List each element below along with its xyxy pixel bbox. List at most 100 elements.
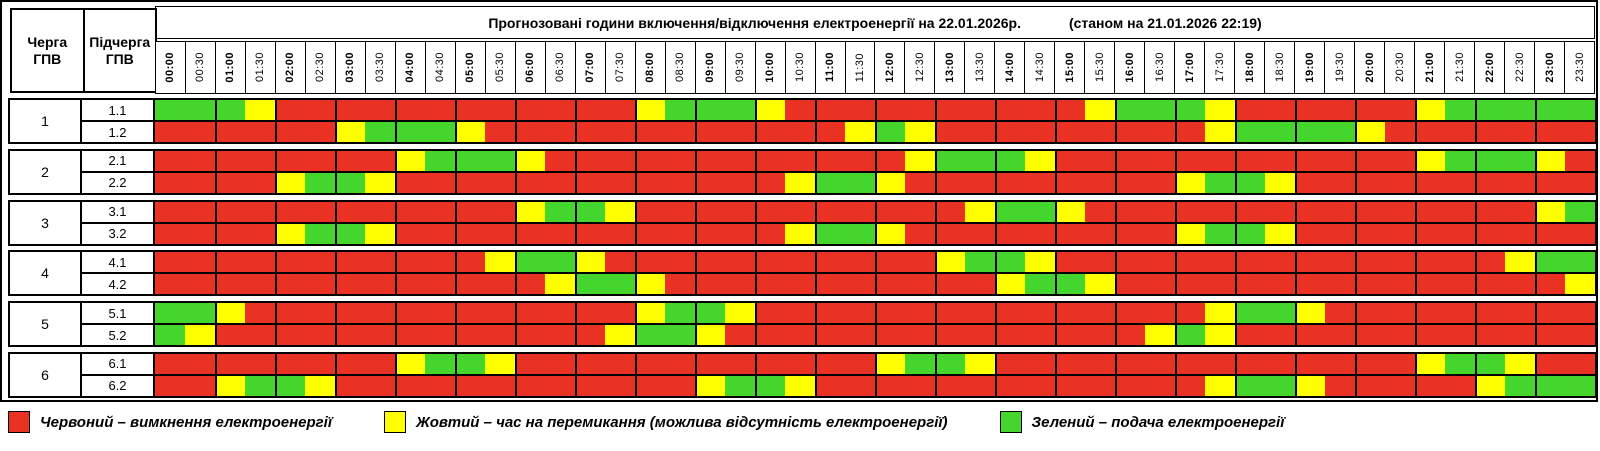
schedule-cell bbox=[965, 303, 995, 324]
time-header-row: 00:00 00:30 01:00 01:30 02:00 02:30 03:00 03:30… bbox=[155, 41, 1595, 94]
schedule-cell bbox=[1085, 172, 1115, 193]
schedule-cell bbox=[1355, 325, 1385, 346]
time-label: 00:00 bbox=[164, 52, 177, 83]
schedule-cell bbox=[245, 201, 275, 222]
schedule-cell bbox=[1145, 100, 1175, 120]
time-column-header: 08:00 bbox=[635, 41, 666, 94]
time-column-header: 09:00 bbox=[695, 41, 726, 94]
schedule-cell bbox=[1355, 122, 1385, 142]
schedule-cell bbox=[245, 122, 275, 142]
schedule-cell bbox=[1025, 325, 1055, 346]
schedule-cell bbox=[305, 303, 335, 324]
schedule-cell bbox=[815, 252, 845, 273]
schedule-cell bbox=[785, 325, 815, 346]
schedule-cell bbox=[1445, 303, 1475, 324]
schedule-cell bbox=[935, 223, 965, 244]
schedule-cell bbox=[335, 150, 365, 171]
schedule-cell bbox=[245, 172, 275, 193]
schedule-cell bbox=[1505, 353, 1535, 374]
schedule-cell bbox=[725, 375, 755, 396]
time-column-header: 06:30 bbox=[545, 41, 576, 94]
schedule-cell bbox=[995, 274, 1025, 295]
time-label: 04:30 bbox=[434, 52, 447, 83]
schedule-cell bbox=[845, 375, 875, 396]
schedule-cell bbox=[215, 172, 245, 193]
schedule-cell bbox=[1265, 122, 1295, 142]
schedule-cell bbox=[305, 150, 335, 171]
time-label: 14:30 bbox=[1033, 52, 1046, 83]
schedule-cell bbox=[365, 201, 395, 222]
schedule-cell bbox=[215, 223, 245, 244]
schedule-cell bbox=[1145, 325, 1175, 346]
schedule-cell bbox=[1025, 150, 1055, 171]
schedule-cell bbox=[1205, 201, 1235, 222]
time-column-header: 18:30 bbox=[1265, 41, 1296, 94]
schedule-cell bbox=[725, 252, 755, 273]
schedule-cell bbox=[1475, 172, 1505, 193]
schedule-cell bbox=[155, 325, 185, 346]
queue-group: 1 1.1 1.2 bbox=[8, 98, 1597, 144]
schedule-cells bbox=[155, 122, 1595, 142]
schedule-cell bbox=[995, 375, 1025, 396]
schedule-cell bbox=[455, 122, 485, 142]
queue-number: 5 bbox=[10, 303, 82, 346]
schedule-cell bbox=[965, 252, 995, 273]
schedule-cell bbox=[1055, 353, 1085, 374]
schedule-cell bbox=[755, 274, 785, 295]
schedule-cell bbox=[1085, 100, 1115, 120]
schedule-cell bbox=[635, 274, 665, 295]
time-label: 11:00 bbox=[824, 52, 837, 83]
schedule-cell bbox=[155, 100, 185, 120]
time-label: 00:30 bbox=[194, 52, 207, 83]
schedule-cell bbox=[545, 201, 575, 222]
schedule-cell bbox=[1385, 375, 1415, 396]
time-label: 02:00 bbox=[284, 52, 297, 83]
schedule-cell bbox=[1205, 223, 1235, 244]
schedule-cell bbox=[155, 223, 185, 244]
schedule-cell bbox=[1385, 252, 1415, 273]
schedule-cell bbox=[455, 252, 485, 273]
schedule-cell bbox=[1565, 201, 1595, 222]
time-column-header: 13:00 bbox=[935, 41, 966, 94]
schedule-cell bbox=[1385, 122, 1415, 142]
time-column-header: 20:00 bbox=[1355, 41, 1386, 94]
schedule-cell bbox=[1205, 252, 1235, 273]
schedule-cell bbox=[665, 303, 695, 324]
schedule-cell bbox=[305, 375, 335, 396]
time-column-header: 19:00 bbox=[1295, 41, 1326, 94]
schedule-cell bbox=[1565, 150, 1595, 171]
schedule-cell bbox=[185, 375, 215, 396]
schedule-cell bbox=[305, 172, 335, 193]
schedule-cell bbox=[545, 223, 575, 244]
schedule-cell bbox=[905, 100, 935, 120]
schedule-cell bbox=[815, 353, 845, 374]
schedule-cell bbox=[1385, 353, 1415, 374]
schedule-cell bbox=[485, 122, 515, 142]
schedule-cell bbox=[1055, 172, 1085, 193]
schedule-cells bbox=[155, 303, 1595, 324]
schedule-cell bbox=[485, 353, 515, 374]
schedule-cell bbox=[905, 201, 935, 222]
schedule-cell bbox=[965, 122, 995, 142]
schedule-cell bbox=[995, 201, 1025, 222]
schedule-cell bbox=[1415, 252, 1445, 273]
schedule-cell bbox=[365, 375, 395, 396]
schedule-cell bbox=[995, 303, 1025, 324]
time-label: 01:00 bbox=[224, 52, 237, 83]
time-label: 12:30 bbox=[913, 52, 926, 83]
schedule-cell bbox=[635, 100, 665, 120]
schedule-cell bbox=[1115, 274, 1145, 295]
schedule-cell bbox=[395, 325, 425, 346]
subqueue-label: 3.2 bbox=[82, 223, 155, 244]
schedule-cell bbox=[875, 172, 905, 193]
schedule-cell bbox=[1565, 100, 1595, 120]
schedule-cell bbox=[1145, 353, 1175, 374]
schedule-cell bbox=[1205, 375, 1235, 396]
schedule-cell bbox=[935, 375, 965, 396]
schedule-cell bbox=[365, 353, 395, 374]
schedule-cell bbox=[275, 375, 305, 396]
schedule-cell bbox=[335, 375, 365, 396]
schedule-cell bbox=[1445, 353, 1475, 374]
time-column-header: 05:30 bbox=[485, 41, 516, 94]
schedule-cell bbox=[455, 150, 485, 171]
